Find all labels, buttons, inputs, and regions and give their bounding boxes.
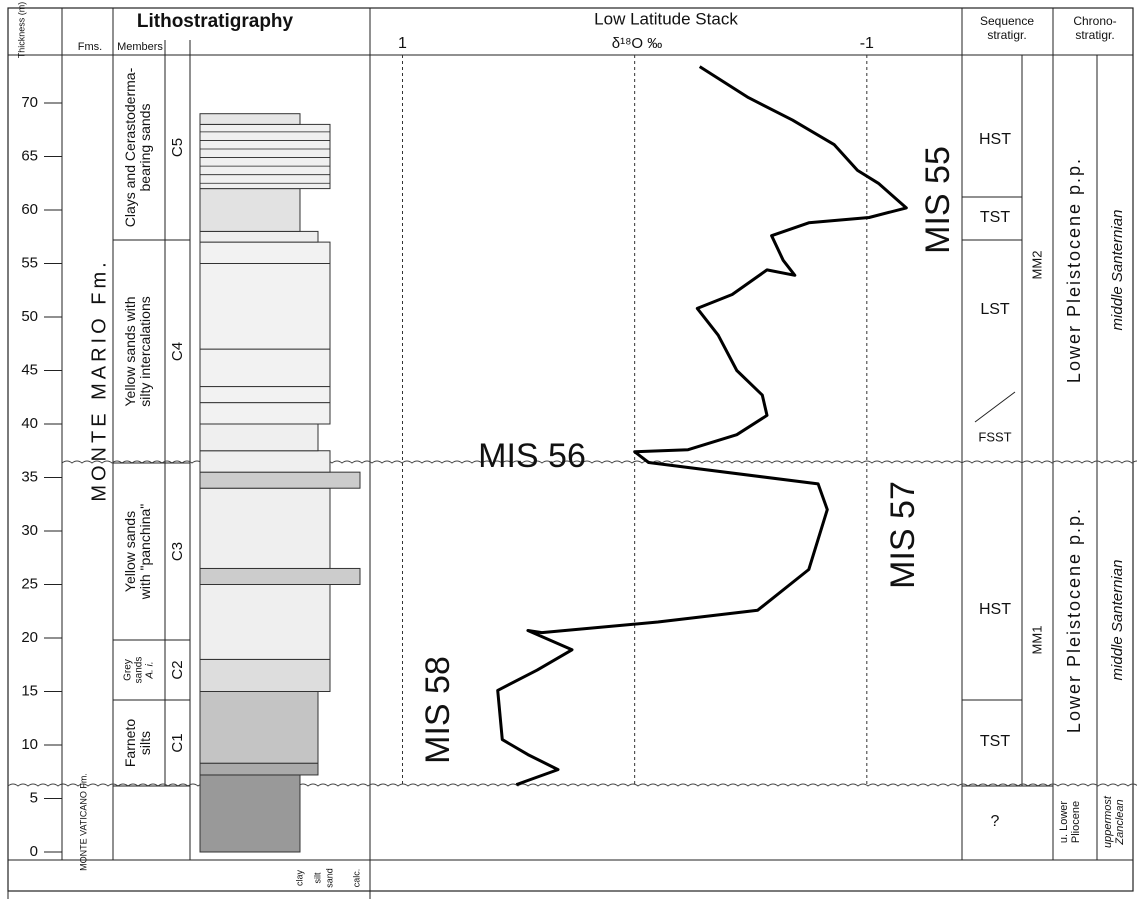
depth-tick-label: 55 <box>21 254 38 271</box>
depth-tick-label: 65 <box>21 147 38 164</box>
delta-label: δ¹⁸O ‰ <box>612 35 663 52</box>
depth-tick-label: 5 <box>30 789 38 806</box>
litho-bed <box>200 242 330 263</box>
substage: middle Santernian <box>1109 210 1126 331</box>
cycle-label: MM2 <box>1029 251 1044 280</box>
litho-bed <box>200 403 330 424</box>
member-code: C4 <box>169 342 186 361</box>
delta-tick-label: -1 <box>860 35 874 52</box>
sequence-label: ? <box>991 813 1000 830</box>
litho-bed <box>200 114 300 125</box>
sequence-label: TST <box>980 733 1010 750</box>
litho-bed <box>200 124 330 188</box>
formation: MONTE MARIO Fm. <box>88 258 110 501</box>
grain-label: calc. <box>351 869 361 888</box>
litho-bed <box>200 349 330 386</box>
member-name: silty intercalations <box>137 296 153 407</box>
rule <box>975 392 1015 422</box>
litho-bed <box>200 775 300 852</box>
member-name: A. i. <box>145 661 156 679</box>
litho-bed <box>200 264 330 350</box>
depth-tick-label: 20 <box>21 629 38 646</box>
formation: MONTE VATICANO Fm. <box>78 773 88 871</box>
sequence-header: stratigr. <box>987 28 1026 42</box>
litho-bed <box>200 472 360 488</box>
grain-label: silt <box>312 872 322 883</box>
litho-title: Lithostratigraphy <box>137 11 294 32</box>
d18o-curve <box>498 67 907 785</box>
sequence-header: Sequence <box>980 14 1034 28</box>
mis-label: MIS 56 <box>478 437 586 475</box>
sequence-label: LST <box>980 301 1010 318</box>
depth-tick-label: 25 <box>21 575 38 592</box>
litho-bed <box>200 568 360 584</box>
chrono-header: stratigr. <box>1075 28 1114 42</box>
litho-bed <box>200 488 330 568</box>
litho-bed <box>200 451 330 472</box>
sequence-label: TST <box>980 209 1010 226</box>
member-name: silts <box>137 731 153 755</box>
member-code: C2 <box>169 660 186 679</box>
depth-tick-label: 70 <box>21 94 38 111</box>
member-name: Grey <box>123 659 134 681</box>
stage: Lower Pleistocene p.p. <box>1064 507 1084 733</box>
mis-label: MIS 57 <box>884 481 922 589</box>
depth-tick-label: 10 <box>21 736 38 753</box>
litho-bed <box>200 659 330 691</box>
fms-label: Fms. <box>78 41 102 53</box>
member-name: sands <box>134 657 145 684</box>
member-code: C3 <box>169 542 186 561</box>
litho-bed <box>200 231 318 242</box>
grain-label: sand <box>324 868 334 888</box>
member-name: bearing sands <box>137 104 153 192</box>
stage: Lower Pleistocene p.p. <box>1064 157 1084 383</box>
member-name: with "panchina" <box>137 504 153 601</box>
depth-tick-label: 50 <box>21 308 38 325</box>
litho-bed <box>200 585 330 660</box>
cycle-label: MM1 <box>1029 626 1044 655</box>
litho-bed <box>200 189 300 232</box>
litho-bed <box>200 763 318 775</box>
lower-substage: uppermost <box>1102 795 1114 848</box>
depth-tick-label: 40 <box>21 415 38 432</box>
litho-bed <box>200 387 330 403</box>
member-name: Yellow sands with <box>122 297 138 407</box>
depth-tick-label: 60 <box>21 201 38 218</box>
depth-tick-label: 35 <box>21 468 38 485</box>
lower-substage: Zanclean <box>1114 799 1126 845</box>
sequence-label: HST <box>979 131 1011 148</box>
depth-tick-label: 45 <box>21 361 38 378</box>
member-code: C5 <box>169 138 186 157</box>
thickness-label: Thickness (m) <box>16 2 26 59</box>
figure: Thickness (m) Lithostratigraphy Fms. Member… <box>0 0 1137 899</box>
member-code: C1 <box>169 733 186 752</box>
depth-tick-label: 15 <box>21 682 38 699</box>
grain-label: clay <box>294 870 304 887</box>
member-name: Clays and Cerastoderma- <box>122 67 138 227</box>
sequence-label: FSST <box>978 429 1011 444</box>
litho-bed <box>200 692 318 764</box>
lower-stage: u. Lower <box>1058 801 1070 844</box>
mis-label: MIS 58 <box>419 656 457 764</box>
members-label: Members <box>117 41 163 53</box>
mis-label: MIS 55 <box>919 146 957 254</box>
depth-tick-label: 30 <box>21 522 38 539</box>
lower-stage: Pliocene <box>1070 801 1082 843</box>
chrono-header: Chrono- <box>1073 14 1116 28</box>
member-name: Yellow sands <box>122 511 138 592</box>
litho-bed <box>200 424 318 451</box>
member-name: Farneto <box>122 719 138 767</box>
stack-title: Low Latitude Stack <box>594 9 738 28</box>
depth-tick-label: 0 <box>30 843 38 860</box>
delta-tick-label: 1 <box>398 35 407 52</box>
sequence-label: HST <box>979 601 1011 618</box>
substage: middle Santernian <box>1109 560 1126 681</box>
